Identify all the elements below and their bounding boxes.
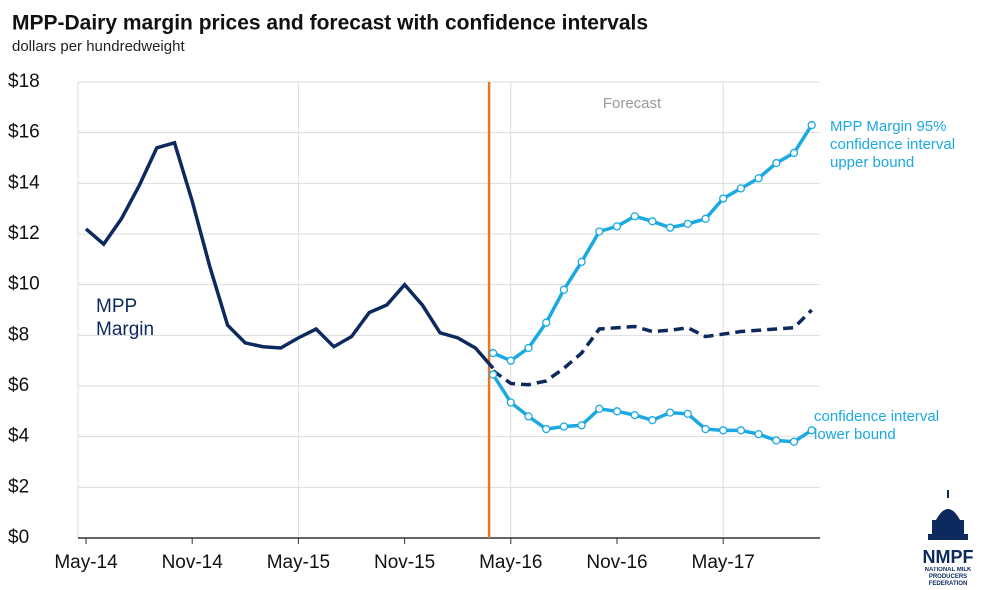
y-tick-label: $6 (8, 375, 29, 396)
logo: NMPF NATIONAL MILK PRODUCERS FEDERATION (923, 490, 974, 587)
legend-box: confidence interval lower bound (814, 408, 940, 443)
x-tick-label: Nov-16 (586, 552, 647, 573)
y-tick-label: $18 (8, 71, 40, 92)
point (772, 158, 781, 168)
point (577, 257, 586, 267)
legend-box: MPP Margin (96, 296, 155, 340)
point (789, 437, 799, 446)
x-tick-label: May-14 (54, 552, 118, 573)
point (595, 227, 604, 236)
series-line (492, 308, 813, 387)
point (595, 404, 604, 413)
point (648, 416, 657, 425)
x-tick-label: Nov-14 (162, 552, 224, 573)
legend-label: confidence interval lower bound (814, 408, 940, 443)
y-tick-label: $12 (8, 223, 40, 244)
y-tick-label: $2 (8, 476, 29, 497)
chart-title: MPP-Dairy margin prices and forecast wit… (12, 12, 648, 35)
point (665, 223, 675, 232)
point (754, 429, 763, 439)
series-line (84, 140, 495, 370)
y-tick-label: $4 (8, 426, 30, 447)
point (559, 285, 569, 294)
point (524, 412, 533, 421)
y-tick-label: $16 (8, 122, 40, 143)
y-tick-label: $0 (8, 527, 29, 548)
point (648, 217, 657, 226)
series-line (492, 124, 814, 363)
point (683, 219, 692, 229)
series-line (491, 373, 813, 444)
logo-tagline-box: NATIONAL MILK PRODUCERS FEDERATION (924, 567, 972, 587)
logo-tagline: NATIONAL MILK PRODUCERS FEDERATION (924, 567, 972, 587)
point (506, 356, 515, 365)
annotation: Forecast (603, 95, 662, 112)
point (612, 222, 622, 231)
x-tick-label: May-17 (692, 552, 755, 573)
y-tick-label: $14 (8, 172, 40, 193)
point (772, 436, 781, 445)
point (506, 398, 515, 407)
logo-name: NMPF (923, 547, 974, 567)
point (542, 424, 551, 434)
point (701, 214, 710, 223)
point (612, 407, 622, 416)
legend-label: MPP Margin (96, 296, 155, 340)
point (736, 426, 746, 435)
point (542, 318, 551, 327)
x-tick-label: May-15 (267, 552, 330, 573)
point (488, 348, 498, 358)
point (807, 426, 816, 435)
x-tick-label: Nov-15 (374, 552, 435, 573)
point (701, 424, 710, 434)
legend-label: MPP Margin 95% confidence interval upper… (830, 118, 956, 171)
point (559, 422, 569, 431)
point (488, 370, 498, 379)
point (665, 408, 675, 417)
y-tick-label: $10 (8, 274, 40, 295)
point (719, 426, 728, 435)
logo-icon (928, 490, 968, 540)
point (630, 410, 639, 420)
point (577, 421, 586, 430)
chart-subtitle: dollars per hundredweight (12, 38, 185, 55)
point (789, 148, 799, 158)
point (683, 409, 692, 419)
point (754, 174, 763, 183)
y-tick-label: $8 (8, 324, 29, 345)
point (719, 194, 728, 203)
legend-box: MPP Margin 95% confidence interval upper… (830, 118, 956, 171)
point (524, 343, 533, 353)
point (630, 212, 639, 221)
point (807, 120, 816, 130)
point (736, 184, 746, 193)
x-tick-label: May-16 (479, 552, 542, 573)
